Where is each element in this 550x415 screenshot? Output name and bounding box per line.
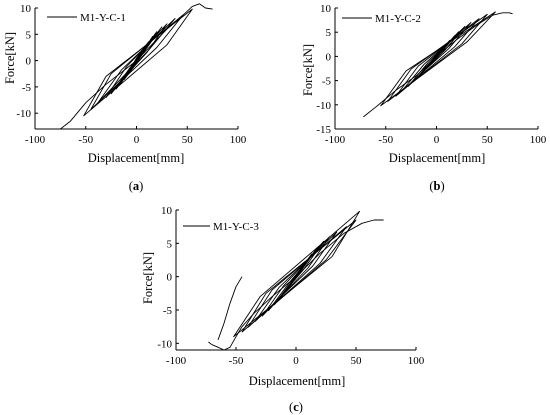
x-tick-labels: -100 -50 0 50 100 <box>166 355 425 367</box>
tail-curve <box>217 276 243 341</box>
legend: M1-Y-C-2 <box>342 13 421 25</box>
x-tick-label: 0 <box>293 355 299 367</box>
x-tick-label: 100 <box>230 134 247 146</box>
x-tick-labels: -100 -50 0 50 100 <box>25 134 247 146</box>
y-tick-label: 0 <box>326 51 332 63</box>
y-tick-label: -5 <box>22 82 32 94</box>
x-axis-title: Displacement[mm] <box>88 151 185 165</box>
y-axis-title: Force[kN] <box>3 32 17 84</box>
x-tick-label: -50 <box>229 355 244 367</box>
y-tick-label: 10 <box>20 3 32 15</box>
x-axis-title: Displacement[mm] <box>249 374 346 388</box>
legend: M1-Y-C-3 <box>183 221 259 233</box>
x-tick-label: -100 <box>325 134 346 146</box>
envelope-curve <box>60 3 213 130</box>
x-tick-label: 100 <box>530 134 547 146</box>
panel-label: (a) <box>129 179 144 193</box>
plot-area <box>175 209 417 351</box>
y-tick-label: 5 <box>326 27 332 39</box>
envelope-curve <box>208 219 384 351</box>
x-tick-label: 50 <box>351 355 363 367</box>
plot-area <box>34 3 239 130</box>
envelope-curve <box>363 12 513 118</box>
x-tick-label: -100 <box>25 134 46 146</box>
legend-label: M1-Y-C-1 <box>80 12 126 24</box>
hysteresis-loop <box>413 31 460 82</box>
y-tick-label: -15 <box>316 124 331 136</box>
y-axis-title: Force[kN] <box>141 252 155 304</box>
x-tick-label: 50 <box>482 134 494 146</box>
hysteresis-loop <box>233 210 361 338</box>
y-tick-label: 0 <box>26 56 32 68</box>
plot-area <box>334 7 539 130</box>
y-tick-labels: -15 -10 -5 0 5 10 <box>316 3 331 136</box>
panel-label: (b) <box>429 179 444 193</box>
x-tick-label: -100 <box>166 355 187 367</box>
y-tick-label: -5 <box>163 305 173 317</box>
hysteresis-loop <box>267 240 325 312</box>
x-tick-label: -50 <box>78 134 93 146</box>
hysteresis-loop <box>247 226 347 328</box>
y-axis-title: Force[kN] <box>301 44 315 96</box>
x-tick-label: 0 <box>134 134 140 146</box>
x-axis-title: Displacement[mm] <box>389 151 486 165</box>
hysteresis-loop <box>395 18 480 97</box>
hysteresis-loop <box>380 11 496 107</box>
hysteresis-loop <box>387 13 488 102</box>
y-tick-label: 0 <box>167 272 173 284</box>
x-tick-label: 50 <box>182 134 194 146</box>
panel-label: (c) <box>289 400 303 414</box>
hysteresis-loop <box>401 22 472 92</box>
legend-label: M1-Y-C-2 <box>375 13 421 25</box>
hysteresis-loop <box>105 23 168 98</box>
y-tick-label: -10 <box>16 108 31 120</box>
y-tick-label: 5 <box>26 29 32 41</box>
legend-label: M1-Y-C-3 <box>213 221 259 233</box>
y-tick-label: -10 <box>157 338 172 350</box>
x-tick-label: 100 <box>408 355 425 367</box>
y-tick-label: 10 <box>320 3 332 15</box>
hysteresis-loop <box>254 231 338 322</box>
y-tick-label: 5 <box>167 238 173 250</box>
x-tick-label: 0 <box>434 134 440 146</box>
hysteresis-loop <box>97 18 176 104</box>
y-tick-label: -5 <box>322 76 332 88</box>
x-tick-label: -50 <box>378 134 393 146</box>
y-tick-labels: -10 -5 0 5 10 <box>16 3 31 120</box>
x-tick-labels: -100 -50 0 50 100 <box>325 134 547 146</box>
y-tick-label: 10 <box>161 205 173 217</box>
y-tick-labels: -10 -5 0 5 10 <box>157 205 172 350</box>
legend: M1-Y-C-1 <box>47 12 126 24</box>
y-tick-label: -10 <box>316 100 331 112</box>
hysteresis-loop <box>83 8 193 117</box>
